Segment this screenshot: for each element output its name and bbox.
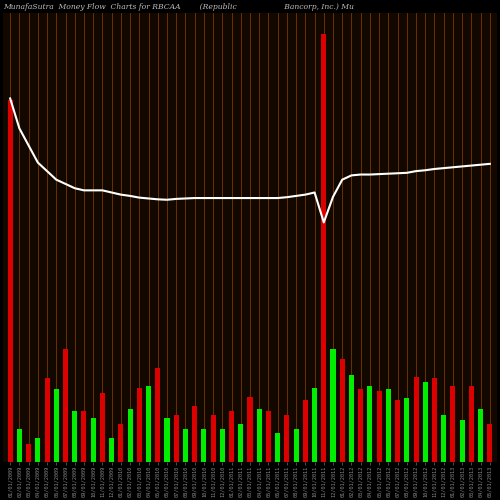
Bar — [174, 414, 178, 462]
Bar — [469, 386, 474, 462]
Bar — [488, 424, 492, 462]
Bar — [312, 388, 317, 462]
Bar — [118, 424, 124, 462]
Text: MunafaSutra  Money Flow  Charts for RBCAA        (Republic                    Ba: MunafaSutra Money Flow Charts for RBCAA … — [3, 3, 354, 11]
Bar — [256, 410, 262, 462]
Bar — [36, 438, 41, 462]
Bar — [63, 350, 68, 462]
Bar — [248, 396, 252, 462]
Bar — [460, 420, 464, 462]
Bar — [340, 358, 345, 462]
Bar — [358, 390, 363, 462]
Bar — [220, 429, 225, 462]
Bar — [450, 386, 456, 462]
Bar — [146, 386, 151, 462]
Bar — [238, 424, 244, 462]
Bar — [44, 378, 50, 462]
Bar — [441, 414, 446, 462]
Bar — [90, 418, 96, 462]
Bar — [210, 414, 216, 462]
Bar — [368, 386, 372, 462]
Bar — [294, 429, 298, 462]
Bar — [386, 390, 391, 462]
Bar — [376, 391, 382, 462]
Bar — [266, 411, 271, 462]
Bar — [404, 398, 409, 462]
Bar — [229, 411, 234, 462]
Bar — [202, 429, 206, 462]
Bar — [82, 411, 86, 462]
Bar — [192, 406, 197, 462]
Bar — [72, 411, 78, 462]
Bar — [284, 414, 290, 462]
Bar — [414, 376, 418, 462]
Bar — [275, 433, 280, 462]
Bar — [26, 444, 31, 462]
Bar — [322, 34, 326, 462]
Bar — [183, 429, 188, 462]
Bar — [349, 375, 354, 462]
Bar — [330, 350, 336, 462]
Bar — [303, 400, 308, 462]
Bar — [100, 393, 105, 462]
Bar — [155, 368, 160, 462]
Bar — [54, 390, 59, 462]
Bar — [164, 418, 170, 462]
Bar — [8, 100, 12, 462]
Bar — [109, 438, 114, 462]
Bar — [395, 400, 400, 462]
Bar — [422, 382, 428, 462]
Bar — [432, 378, 437, 462]
Bar — [128, 410, 132, 462]
Bar — [17, 429, 22, 462]
Bar — [478, 410, 483, 462]
Bar — [137, 388, 142, 462]
